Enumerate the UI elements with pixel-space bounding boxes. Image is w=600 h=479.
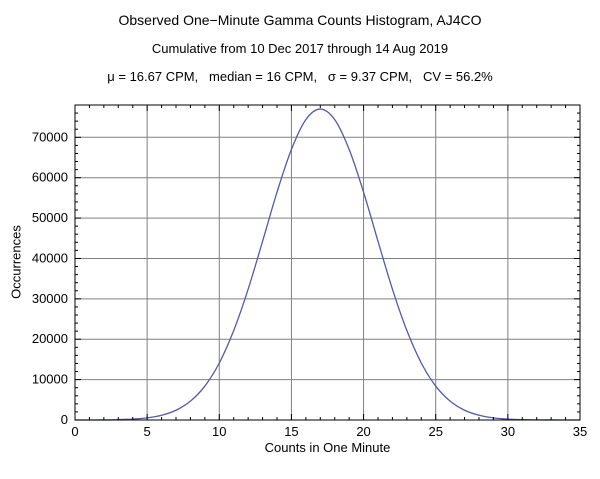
chart-stats-line: μ = 16.67 CPM, median = 16 CPM, σ = 9.37… — [107, 69, 493, 84]
x-tick-label: 25 — [428, 424, 442, 439]
y-tick-label: 10000 — [32, 372, 68, 387]
y-axis-label: Occurrences — [8, 225, 24, 299]
x-axis-label: Counts in One Minute — [264, 440, 391, 455]
y-tick-label: 60000 — [32, 170, 68, 185]
y-tick-label: 30000 — [32, 291, 68, 306]
x-tick-label: 35 — [573, 424, 587, 439]
y-tick-label: 70000 — [32, 129, 68, 144]
y-tick-label: 40000 — [32, 250, 68, 265]
y-tick-label: 50000 — [32, 210, 68, 225]
x-tick-label: 30 — [501, 424, 515, 439]
x-tick-label: 20 — [356, 424, 370, 439]
y-tick-label: 20000 — [32, 331, 68, 346]
x-tick-label: 10 — [212, 424, 226, 439]
x-tick-label: 0 — [71, 424, 78, 439]
x-tick-label: 15 — [284, 424, 298, 439]
y-tick-label: 0 — [61, 412, 68, 427]
chart-subtitle: Cumulative from 10 Dec 2017 through 14 A… — [151, 41, 449, 56]
x-tick-label: 5 — [144, 424, 151, 439]
distribution-curve — [74, 108, 581, 421]
chart-title: Observed One−Minute Gamma Counts Histogr… — [118, 12, 482, 28]
plot-frame — [74, 104, 581, 421]
